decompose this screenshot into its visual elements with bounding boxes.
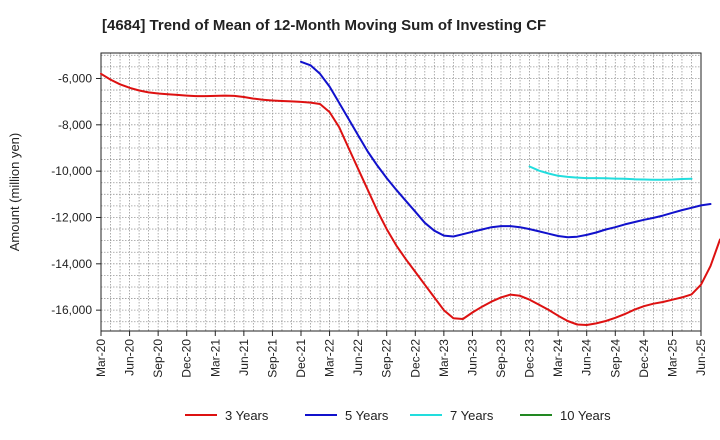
legend-label-10-years: 10 Years	[560, 408, 611, 423]
x-tick-label: Dec-21	[294, 339, 308, 378]
y-tick-label: -6,000	[58, 71, 92, 85]
plot-frame	[100, 52, 702, 332]
x-tick-label: Mar-25	[665, 339, 679, 377]
plot-area: -6,000 -8,000 -10,000 -12,000 -14,000 -16,000…	[51, 52, 720, 378]
y-tick-label: -12,000	[51, 210, 92, 224]
x-tick-label: Jun-23	[465, 339, 479, 376]
x-tick-label: Sep-23	[494, 339, 508, 378]
x-tick-label: Sep-21	[265, 339, 279, 378]
x-tick-label: Mar-24	[551, 339, 565, 377]
series-line-5-years	[300, 60, 712, 239]
x-tick-label: Dec-22	[408, 339, 422, 378]
x-tick-label: Sep-24	[608, 339, 622, 378]
x-tick-label: Jun-22	[351, 339, 365, 376]
legend-label-3-years: 3 Years	[225, 408, 269, 423]
y-tick-label: -14,000	[51, 257, 92, 271]
x-tick-label: Dec-23	[523, 339, 537, 378]
x-tick-label: Mar-22	[323, 339, 337, 377]
x-tick-label: Sep-22	[380, 339, 394, 378]
x-tick-label: Jun-20	[123, 339, 137, 376]
y-tick-label: -8,000	[58, 118, 92, 132]
x-tick-label: Mar-21	[208, 339, 222, 377]
legend-label-7-years: 7 Years	[450, 408, 494, 423]
x-tick-label: Dec-24	[637, 339, 651, 378]
y-axis-label: Amount (million yen)	[7, 133, 22, 252]
legend-item-3-years: 3 Years	[185, 408, 269, 423]
x-tick-label: Dec-20	[180, 339, 194, 378]
x-tick-label: Mar-20	[94, 339, 108, 377]
x-tick-label: Jun-25	[694, 339, 708, 376]
y-tick-label: -10,000	[51, 164, 92, 178]
x-tick-label: Mar-23	[437, 339, 451, 377]
legend-item-10-years: 10 Years	[520, 408, 611, 423]
series-line-7-years	[528, 165, 693, 181]
series-line-3-years	[100, 72, 720, 326]
y-tick-label: -16,000	[51, 303, 92, 317]
x-tick-label: Sep-20	[151, 339, 165, 378]
x-tick-label: Jun-24	[580, 339, 594, 376]
legend-item-5-years: 5 Years	[305, 408, 389, 423]
chart-title: [4684] Trend of Mean of 12-Month Moving …	[102, 17, 546, 34]
legend-label-5-years: 5 Years	[345, 408, 389, 423]
x-tick-label: Jun-21	[237, 339, 251, 376]
legend-item-7-years: 7 Years	[410, 408, 494, 423]
legend: 3 Years 5 Years 7 Years 10 Years	[185, 408, 611, 423]
plot-background	[101, 53, 701, 331]
